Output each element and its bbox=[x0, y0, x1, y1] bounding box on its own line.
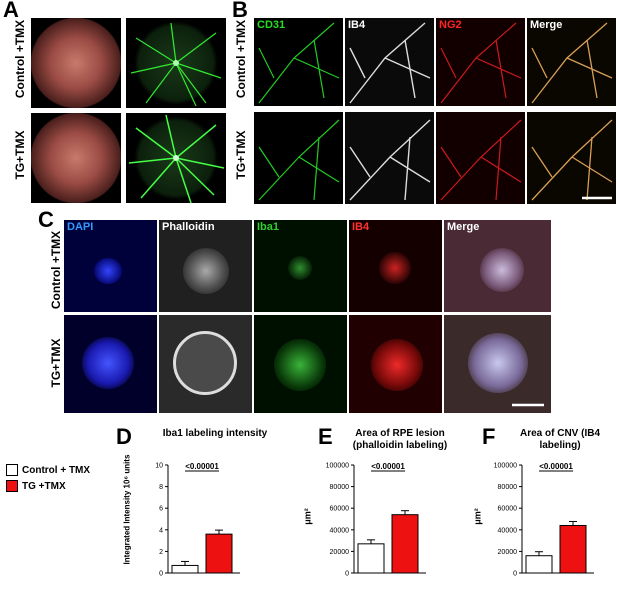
row-label-a-control: Control +TMX bbox=[13, 19, 27, 99]
angiogram-image-tg bbox=[126, 113, 226, 203]
chart-d-pvalue: <0.00001 bbox=[185, 462, 219, 471]
chart-d-ytick-label: 10 bbox=[155, 463, 163, 470]
fundus-image-tg bbox=[31, 113, 121, 203]
image-c-ib4-tg bbox=[349, 315, 442, 413]
legend-item-control: Control + TMX bbox=[6, 463, 90, 477]
chart-f-ytick-label: 60000 bbox=[498, 506, 518, 513]
chart-f: 0 20000 40000 60000 80000 100000 <0.00001 bbox=[494, 462, 594, 578]
chart-f-ytick-label: 100000 bbox=[494, 463, 517, 470]
image-b-merge-control: Merge bbox=[527, 18, 616, 106]
row-label-c-control: Control +TMX bbox=[49, 230, 63, 310]
channel-label-ib4: IB4 bbox=[348, 19, 366, 31]
chart-f-bar-1 bbox=[559, 524, 587, 574]
chart-d-ytick-label: 4 bbox=[159, 527, 163, 534]
fundus-image-control bbox=[31, 18, 121, 108]
image-b-merge-tg bbox=[527, 112, 616, 204]
channel-label-merge-b: Merge bbox=[530, 19, 563, 31]
chart-title-d: Iba1 labeling intensity bbox=[162, 428, 268, 439]
channel-label-ng2: NG2 bbox=[439, 19, 462, 31]
legend-label-control: Control + TMX bbox=[22, 464, 91, 476]
image-c-merge-control: Merge bbox=[444, 220, 551, 312]
panel-letter-b: B bbox=[232, 0, 248, 22]
channel-label-phalloidin: Phalloidin bbox=[162, 221, 215, 233]
row-label-a-tg: TG+TMX bbox=[13, 130, 27, 180]
image-c-phalloidin-tg bbox=[159, 315, 252, 413]
chart-f-pvalue: <0.00001 bbox=[539, 462, 573, 471]
legend-label-tg: TG +TMX bbox=[22, 480, 66, 492]
image-c-iba1-tg bbox=[254, 315, 347, 413]
image-c-merge-tg bbox=[444, 315, 551, 413]
chart-title-e: Area of RPE lesion (phalloidin labeling) bbox=[352, 428, 448, 451]
chart-e-bar-1 bbox=[391, 514, 419, 574]
image-b-ib4-control: IB4 bbox=[345, 18, 434, 106]
image-c-iba1-control: Iba1 bbox=[254, 220, 347, 312]
legend-swatch-control bbox=[6, 464, 18, 476]
chart-e: 0 20000 40000 60000 80000 100000 <0.00001 bbox=[326, 462, 426, 578]
chart-f-ytick-label: 0 bbox=[513, 571, 517, 578]
chart-e-ytick-label: 60000 bbox=[330, 506, 350, 513]
chart-e-bar-0 bbox=[357, 543, 385, 574]
chart-e-pvalue: <0.00001 bbox=[371, 462, 405, 471]
panel-letter-f: F bbox=[482, 424, 496, 449]
chart-f-ytick-label: 40000 bbox=[498, 527, 518, 534]
chart-d-ytick-label: 6 bbox=[159, 506, 163, 513]
channel-label-ib4-c: IB4 bbox=[352, 221, 370, 233]
chart-d-ytick-label: 0 bbox=[159, 571, 163, 578]
image-b-ib4-tg bbox=[345, 112, 434, 204]
channel-label-merge-c: Merge bbox=[447, 221, 480, 233]
chart-e-ytick-label: 80000 bbox=[330, 484, 350, 491]
image-b-ng2-tg bbox=[436, 112, 525, 204]
chart-e-ytick-label: 100000 bbox=[326, 463, 349, 470]
row-label-b-tg: TG+TMX bbox=[234, 130, 248, 180]
image-b-cd31-control: CD31 bbox=[254, 18, 343, 106]
image-c-ib4-control: IB4 bbox=[349, 220, 442, 312]
image-c-dapi-control: DAPI bbox=[64, 220, 157, 312]
chart-d: 0 2 4 6 8 10 <0.00001 bbox=[155, 462, 240, 578]
chart-e-ytick-label: 20000 bbox=[330, 549, 350, 556]
legend: Control + TMX TG +TMX bbox=[6, 463, 90, 493]
chart-title-f: Area of CNV (IB4 labeling) bbox=[519, 428, 600, 451]
chart-d-bar-1 bbox=[205, 533, 233, 574]
panel-letter-d: D bbox=[116, 424, 132, 449]
channel-label-iba1: Iba1 bbox=[257, 221, 280, 233]
legend-swatch-tg bbox=[6, 480, 18, 492]
channel-label-cd31: CD31 bbox=[257, 19, 286, 31]
chart-d-ytick-label: 8 bbox=[159, 484, 163, 491]
chart-f-ytick-label: 80000 bbox=[498, 484, 518, 491]
panel-letter-a: A bbox=[3, 0, 19, 22]
row-label-b-control: Control +TMX bbox=[234, 19, 248, 99]
chart-f-ytick-label: 20000 bbox=[498, 549, 518, 556]
chart-d-ytick-label: 2 bbox=[159, 549, 163, 556]
angiogram-image-control bbox=[126, 18, 226, 108]
image-c-phalloidin-control: Phalloidin bbox=[159, 220, 252, 312]
image-b-ng2-control: NG2 bbox=[436, 18, 525, 106]
legend-item-tg: TG +TMX bbox=[6, 479, 90, 493]
panel-letter-e: E bbox=[318, 424, 333, 449]
channel-label-dapi: DAPI bbox=[67, 221, 94, 233]
image-c-dapi-tg bbox=[64, 315, 157, 413]
image-b-cd31-tg bbox=[254, 112, 343, 204]
chart-f-bar-0 bbox=[525, 555, 553, 574]
row-label-c-tg: TG+TMX bbox=[49, 338, 63, 388]
chart-e-ytick-label: 40000 bbox=[330, 527, 350, 534]
chart-e-ytick-label: 0 bbox=[345, 571, 349, 578]
panel-letter-c: C bbox=[38, 207, 54, 232]
chart-d-bar-0 bbox=[171, 564, 199, 574]
